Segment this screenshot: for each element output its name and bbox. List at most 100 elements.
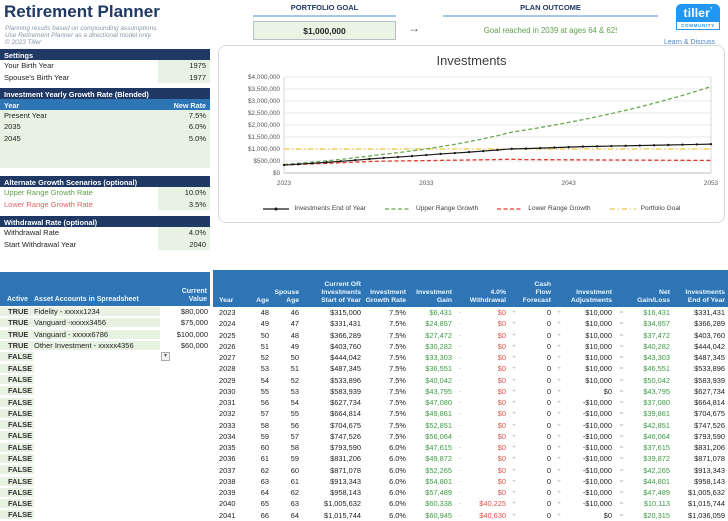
account-active-cell[interactable]: FALSE [0, 352, 34, 361]
account-active-cell[interactable]: TRUE [0, 341, 34, 350]
spouse-birth-year-input-cell[interactable]: 1977 [158, 71, 210, 82]
cash-flow-forecast-cell: 0 [519, 476, 554, 487]
account-value-dropdown[interactable]: ▼ [161, 352, 170, 361]
portfolio-goal-value-cell[interactable]: $1,000,000 [253, 21, 396, 40]
net-gain-loss-cell: $43,795 [628, 386, 673, 397]
account-value-cell[interactable] [160, 487, 210, 498]
account-value-cell[interactable]: $100,000 [160, 329, 210, 340]
year-cell: 2029 [213, 375, 245, 386]
withdrawal-cell: $0 [465, 465, 509, 476]
projection-header-operator [509, 270, 519, 307]
age-cell: 66 [245, 510, 272, 521]
investment-gain-cell: $60,338 [409, 498, 455, 509]
operator: + [509, 318, 519, 329]
year-cell: 2025 [213, 330, 245, 341]
account-value-cell[interactable] [160, 442, 210, 453]
growth-rate-cell[interactable]: 7.5% [189, 111, 206, 120]
spouse-age-cell: 60 [272, 465, 302, 476]
lower-range-label: Lower Range Growth Rate [0, 200, 158, 209]
account-row: FALSE [0, 509, 210, 520]
account-active-cell[interactable]: FALSE [0, 420, 34, 429]
investment-adjustments-cell: $10,000 [564, 375, 615, 386]
account-value-cell[interactable] [160, 498, 210, 509]
account-value-cell[interactable]: ▼ [160, 351, 210, 362]
projection-row: 20356058$793,5906.0%$47,615-$0+0+-$10,00… [213, 442, 728, 453]
operator: + [509, 397, 519, 408]
start-of-year-cell: $366,289 [302, 330, 364, 341]
withdrawal-section: Withdrawal Rate (optional) Withdrawal Ra… [0, 216, 210, 250]
growth-year-cell[interactable]: 2045 [4, 134, 21, 143]
account-name-cell[interactable]: Fidelity - xxxxx1234 [34, 307, 160, 316]
account-value-cell[interactable] [160, 374, 210, 385]
account-value-cell[interactable] [160, 362, 210, 373]
year-cell: 2039 [213, 487, 245, 498]
cash-flow-forecast-cell: 0 [519, 510, 554, 521]
upper-range-input-cell[interactable]: 10.0% [158, 187, 210, 198]
start-of-year-cell: $1,015,744 [302, 510, 364, 521]
account-value-cell[interactable]: $60,000 [160, 340, 210, 351]
growth-rate-cell[interactable]: 5.0% [189, 134, 206, 143]
account-active-cell[interactable]: FALSE [0, 409, 34, 418]
operator: = [615, 431, 628, 442]
growth-rate-row[interactable]: 2035 6.0% [0, 121, 210, 132]
year-cell: 2023 [213, 307, 245, 318]
lower-range-input-cell[interactable]: 3.5% [158, 198, 210, 209]
account-active-cell[interactable]: TRUE [0, 307, 34, 316]
operator: + [509, 352, 519, 363]
account-active-cell[interactable]: FALSE [0, 375, 34, 384]
account-active-cell[interactable]: FALSE [0, 398, 34, 407]
account-active-cell[interactable]: FALSE [0, 465, 34, 474]
account-name-cell[interactable]: Vanguard -xxxxx3456 [34, 318, 160, 327]
account-name-cell[interactable]: Vanguard - xxxxx6786 [34, 330, 160, 339]
account-active-cell[interactable]: FALSE [0, 386, 34, 395]
operator: = [615, 476, 628, 487]
account-value-cell[interactable]: $80,000 [160, 306, 210, 317]
account-active-cell[interactable]: FALSE [0, 364, 34, 373]
account-active-cell[interactable]: FALSE [0, 443, 34, 452]
account-value-cell[interactable] [160, 453, 210, 464]
age-cell: 57 [245, 408, 272, 419]
account-value-cell[interactable] [160, 464, 210, 475]
growth-rate-cell: 7.5% [364, 431, 409, 442]
growth-rate-cell: 6.0% [364, 453, 409, 464]
withdrawal-cell: $0 [465, 386, 509, 397]
growth-rate-cell[interactable]: 6.0% [189, 122, 206, 131]
net-gain-loss-cell: $50,042 [628, 375, 673, 386]
svg-text:$2,500,000: $2,500,000 [248, 110, 280, 117]
operator: = [615, 510, 628, 521]
account-name-cell[interactable]: Other Investment - xxxxx4356 [34, 341, 160, 350]
start-withdrawal-year-input-cell[interactable]: 2040 [158, 238, 210, 249]
account-active-cell[interactable]: FALSE [0, 510, 34, 519]
account-value-cell[interactable]: $75,000 [160, 317, 210, 328]
account-active-cell[interactable]: FALSE [0, 477, 34, 486]
investment-adjustments-cell: $10,000 [564, 330, 615, 341]
start-of-year-cell: $871,078 [302, 465, 364, 476]
growth-rate-row[interactable]: 2045 5.0% [0, 133, 210, 144]
account-active-cell[interactable]: FALSE [0, 431, 34, 440]
account-active-cell[interactable]: TRUE [0, 318, 34, 327]
account-value-cell[interactable] [160, 509, 210, 520]
account-active-cell[interactable]: FALSE [0, 488, 34, 497]
projection-row: 20234846$315,0007.5%$6,431-$0+0+$10,000=… [213, 307, 728, 318]
withdrawal-cell: $0 [465, 476, 509, 487]
growth-rate-cell: 7.5% [364, 386, 409, 397]
growth-year-cell[interactable]: Present Year [4, 111, 47, 120]
account-value-cell[interactable] [160, 385, 210, 396]
account-value-cell[interactable] [160, 419, 210, 430]
account-value-cell[interactable] [160, 396, 210, 407]
net-gain-loss-cell: $46,064 [628, 431, 673, 442]
investment-gain-cell: $52,265 [409, 465, 455, 476]
year-cell: 2033 [213, 420, 245, 431]
growth-rate-row[interactable]: Present Year 7.5% [0, 110, 210, 121]
disclaimer-line: Use Retirement Planner as a directional … [5, 32, 158, 39]
account-active-cell[interactable]: TRUE [0, 330, 34, 339]
account-value-cell[interactable] [160, 475, 210, 486]
withdrawal-rate-input-cell[interactable]: 4.0% [158, 227, 210, 238]
growth-year-cell[interactable]: 2035 [4, 122, 21, 131]
account-value-cell[interactable] [160, 430, 210, 441]
account-active-cell[interactable]: FALSE [0, 499, 34, 508]
net-gain-loss-cell: $42,851 [628, 420, 673, 431]
account-value-cell[interactable] [160, 408, 210, 419]
account-active-cell[interactable]: FALSE [0, 454, 34, 463]
birth-year-input-cell[interactable]: 1975 [158, 60, 210, 71]
